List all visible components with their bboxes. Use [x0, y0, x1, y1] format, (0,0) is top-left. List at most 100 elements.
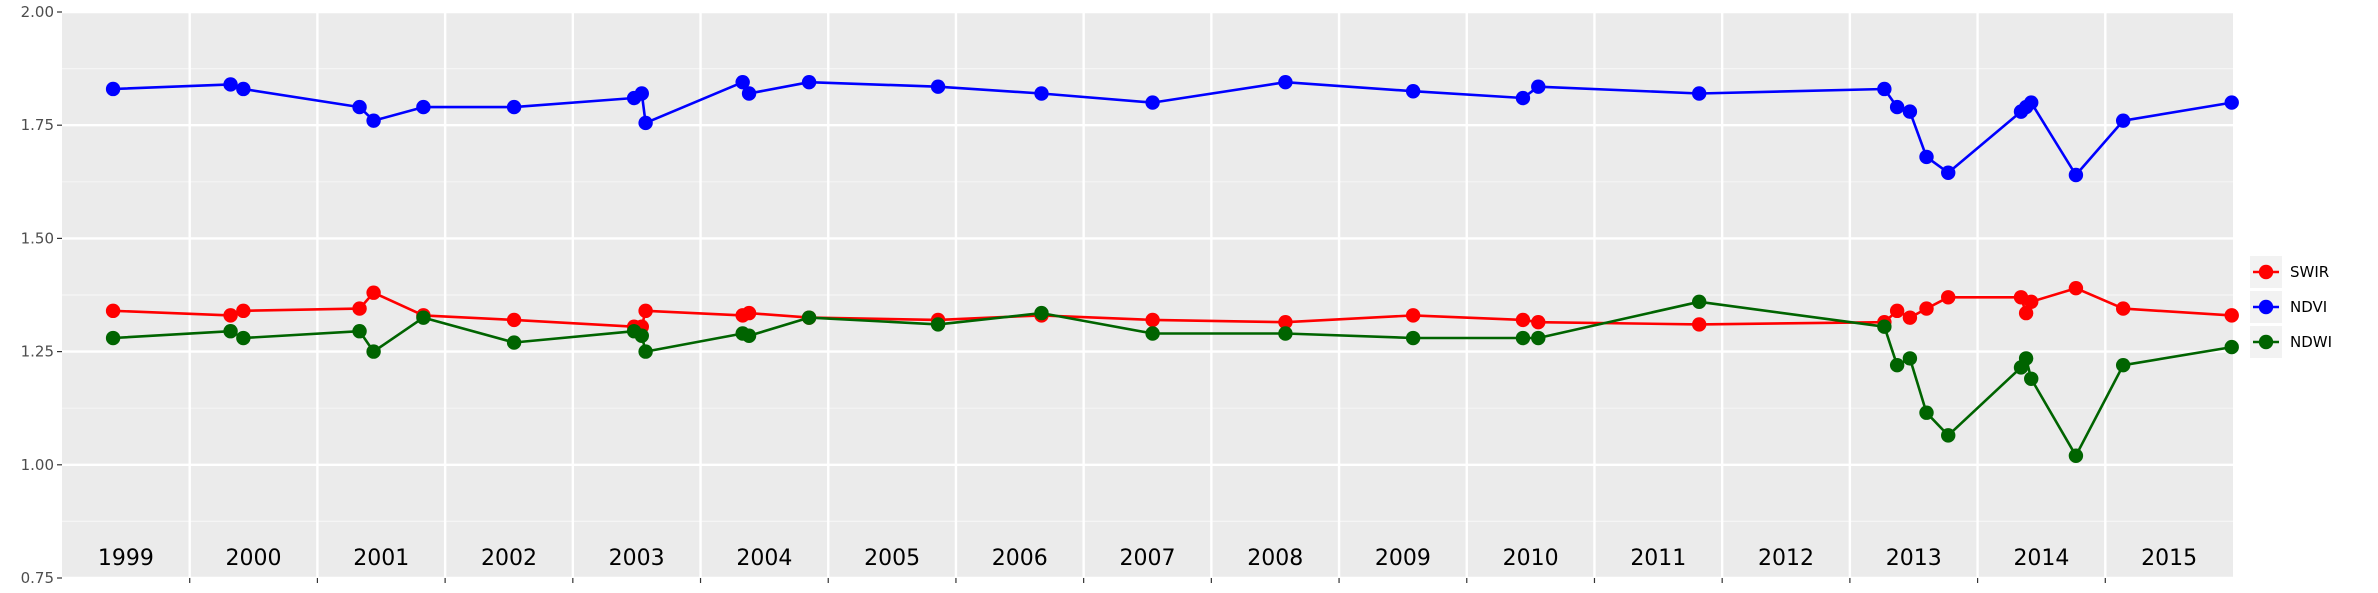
data-point-swir [1889, 303, 1905, 319]
legend: SWIR NDVI NDWI [2250, 256, 2332, 358]
data-point-ndvi [2024, 95, 2039, 110]
year-label: 2002 [481, 546, 537, 571]
data-point-ndwi [1941, 428, 1956, 443]
y-tick-label: 0.75 [21, 569, 54, 587]
series-line-ndvi [113, 80, 2232, 177]
year-label: 2014 [2013, 546, 2069, 571]
y-tick-label: 1.75 [21, 116, 54, 134]
data-point-ndvi [352, 99, 367, 115]
data-point-ndvi [1902, 104, 1918, 119]
year-label: 2000 [226, 546, 282, 571]
data-point-ndvi [2224, 95, 2239, 110]
year-label: 2001 [353, 546, 409, 571]
data-point-ndwi [2115, 357, 2131, 373]
data-point-ndwi [1278, 326, 1293, 341]
data-point-ndvi [735, 74, 750, 90]
year-label: 1999 [98, 546, 154, 571]
data-point-ndwi [1145, 326, 1160, 341]
series-swir [105, 281, 2239, 334]
data-point-ndwi [105, 330, 121, 346]
year-label: 2003 [609, 546, 665, 571]
data-point-swir [2115, 301, 2131, 316]
data-point-swir [1691, 317, 1707, 332]
data-point-ndvi [741, 86, 757, 101]
data-point-swir [1278, 314, 1293, 330]
data-point-ndwi [506, 335, 522, 350]
data-point-ndwi [366, 344, 381, 359]
legend-key-point [2258, 334, 2274, 350]
data-point-ndwi [416, 310, 431, 325]
data-point-swir [741, 305, 757, 321]
data-point-swir [1941, 290, 1956, 305]
data-point-ndvi [1919, 149, 1934, 165]
legend-label-ndwi: NDWI [2290, 333, 2332, 351]
series-ndwi [105, 294, 2239, 463]
legend-label-swir: SWIR [2290, 263, 2329, 281]
year-label: 2008 [1247, 546, 1303, 571]
data-point-ndvi [1405, 84, 1421, 99]
data-point-ndwi [930, 317, 946, 332]
data-point-ndvi [1691, 86, 1707, 101]
series-group [105, 74, 2239, 463]
data-point-ndvi [1889, 99, 1905, 115]
data-point-ndwi [1877, 319, 1892, 334]
data-point-ndwi [1902, 351, 1918, 366]
data-point-ndvi [1941, 165, 1956, 180]
data-point-ndvi [634, 86, 649, 101]
data-point-ndwi [801, 310, 817, 325]
data-point-swir [1145, 312, 1160, 328]
data-point-ndvi [638, 115, 653, 131]
data-point-ndwi [1405, 330, 1421, 346]
year-label: 2012 [1758, 546, 1814, 571]
data-point-ndvi [2115, 113, 2131, 128]
data-point-swir [1902, 310, 1918, 325]
year-label: 2009 [1375, 546, 1431, 571]
year-label: 2013 [1886, 546, 1942, 571]
data-point-swir [366, 285, 381, 300]
data-point-ndwi [236, 330, 251, 346]
series-line-swir [113, 286, 2232, 329]
data-point-swir [2224, 308, 2239, 323]
legend-key-point [2258, 299, 2274, 315]
y-tick-label: 1.00 [21, 456, 54, 474]
data-point-ndwi [2224, 339, 2239, 355]
data-point-ndvi [930, 79, 946, 94]
data-point-ndwi [634, 328, 649, 343]
data-point-ndwi [1531, 330, 1546, 346]
data-point-ndwi [1515, 330, 1531, 346]
data-point-ndvi [1034, 86, 1049, 101]
data-point-ndvi [1278, 74, 1293, 90]
grid [62, 10, 2233, 580]
data-point-ndvi [1877, 81, 1892, 97]
data-point-swir [1515, 312, 1531, 328]
data-point-swir [2068, 281, 2084, 296]
data-point-ndwi [1919, 405, 1934, 420]
data-point-ndvi [506, 99, 522, 115]
series-ndvi [105, 74, 2239, 183]
data-point-ndwi [1889, 357, 1905, 373]
data-point-swir [2024, 294, 2039, 309]
series-line-ndwi [113, 300, 2232, 458]
data-point-swir [1405, 308, 1421, 323]
year-label: 2015 [2141, 546, 2197, 571]
data-point-ndvi [105, 81, 121, 97]
y-tick-label: 2.00 [21, 3, 54, 21]
data-point-swir [506, 312, 522, 328]
y-tick-label: 1.25 [21, 343, 54, 361]
data-point-ndvi [2068, 167, 2084, 183]
year-label: 2006 [992, 546, 1048, 571]
data-point-ndwi [1691, 294, 1707, 309]
legend-key-point [2258, 264, 2274, 280]
data-point-ndvi [416, 99, 431, 115]
year-label: 2010 [1503, 546, 1559, 571]
legend-label-ndvi: NDVI [2290, 298, 2327, 316]
year-label: 2004 [736, 546, 792, 571]
data-point-swir [352, 301, 367, 316]
year-label: 2011 [1630, 546, 1686, 571]
data-point-swir [236, 303, 251, 319]
data-point-ndwi [1034, 305, 1049, 321]
data-point-ndwi [741, 328, 757, 343]
y-tick-label: 1.50 [21, 229, 54, 247]
data-point-swir [2018, 305, 2034, 321]
